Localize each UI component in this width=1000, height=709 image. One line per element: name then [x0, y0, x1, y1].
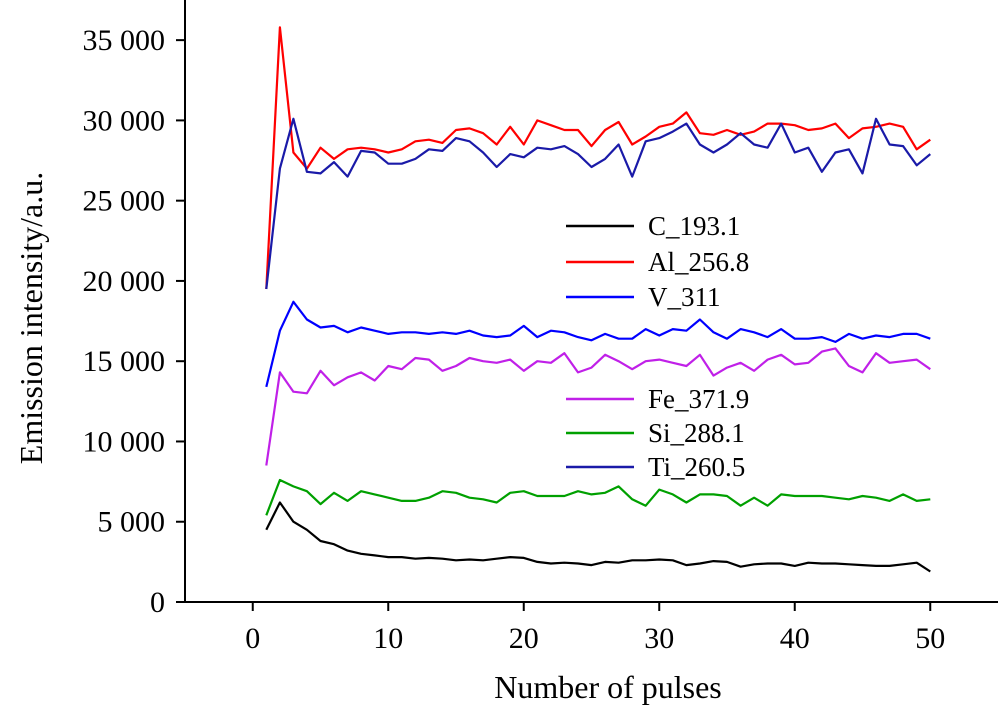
y-tick-label: 20 000 [83, 265, 166, 298]
x-tick-label: 10 [373, 622, 403, 655]
series-layer [265, 26, 931, 573]
legend-label: Al_256.8 [648, 247, 749, 277]
y-tick-label: 5 000 [98, 506, 166, 539]
y-tick-label: 30 000 [83, 104, 166, 137]
legend-item: Fe_371.9 [566, 384, 749, 414]
x-tick-label: 0 [245, 622, 260, 655]
legend-item: C_193.1 [566, 211, 740, 241]
y-tick-label: 0 [150, 586, 165, 619]
y-ticks: 0 5 000 10 000 15 000 20 000 25 000 30 000 35 0… [83, 24, 185, 619]
x-tick-label: 20 [509, 622, 539, 655]
series-line-fe-371-9 [265, 347, 931, 466]
x-axis-title: Number of pulses [494, 669, 722, 705]
legend-label: V_311 [648, 282, 721, 312]
series-line-c-193-1 [265, 501, 931, 573]
legend-label: Si_288.1 [648, 418, 745, 448]
series-line-v-311 [265, 300, 931, 388]
legend-label: Ti_260.5 [648, 452, 745, 482]
legend-item: Al_256.8 [566, 247, 749, 277]
legend-label: C_193.1 [648, 211, 740, 241]
series-line-si-288-1 [265, 478, 931, 516]
x-tick-label: 50 [915, 622, 945, 655]
y-tick-label: 25 000 [83, 185, 166, 218]
legend-label: Fe_371.9 [648, 384, 749, 414]
y-tick-label: 10 000 [83, 425, 166, 458]
x-tick-label: 40 [780, 622, 810, 655]
legend-item: Ti_260.5 [566, 452, 745, 482]
legend-item: V_311 [566, 282, 721, 312]
axes [184, 0, 998, 603]
legend-item: Si_288.1 [566, 418, 745, 448]
x-ticks: 0 10 20 30 40 50 [245, 602, 945, 655]
y-tick-label: 35 000 [83, 24, 166, 57]
series-line-al-256-8 [265, 26, 931, 290]
y-tick-label: 15 000 [83, 345, 166, 378]
series-line-ti-260-5 [265, 117, 931, 290]
y-axis-title: Emission intensity/a.u. [13, 172, 49, 464]
x-tick-label: 30 [644, 622, 674, 655]
legend: C_193.1 Al_256.8 V_311 Fe_371.9 Si_288.1 Ti_2… [566, 211, 749, 482]
